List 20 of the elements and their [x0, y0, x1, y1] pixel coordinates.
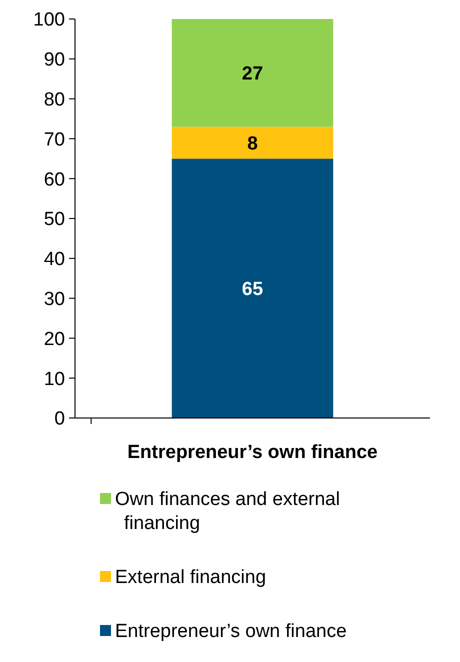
data-label: 8	[247, 133, 258, 154]
bar	[172, 19, 334, 127]
bar	[172, 158, 334, 418]
y-tick-label: 100	[33, 10, 65, 31]
legend-label: Entrepreneur’s own finance	[115, 621, 347, 642]
y-tick-label: 80	[44, 89, 65, 110]
legend-label: Own finances and external financing	[115, 489, 340, 534]
data-label: 27	[242, 64, 264, 85]
y-tick-label: 60	[44, 169, 65, 190]
y-tick-label: 0	[54, 408, 65, 430]
y-tick-label: 10	[44, 368, 65, 390]
y-tick-label: 90	[44, 50, 65, 71]
data-label: 65	[242, 278, 264, 300]
legend-label: External financing	[115, 567, 266, 588]
y-tick-label: 70	[44, 129, 65, 150]
y-tick-label: 30	[44, 288, 65, 310]
y-tick-label: 20	[44, 328, 65, 350]
y-tick-label: 40	[44, 249, 65, 270]
bar	[172, 126, 334, 159]
y-tick-label: 50	[44, 209, 65, 230]
